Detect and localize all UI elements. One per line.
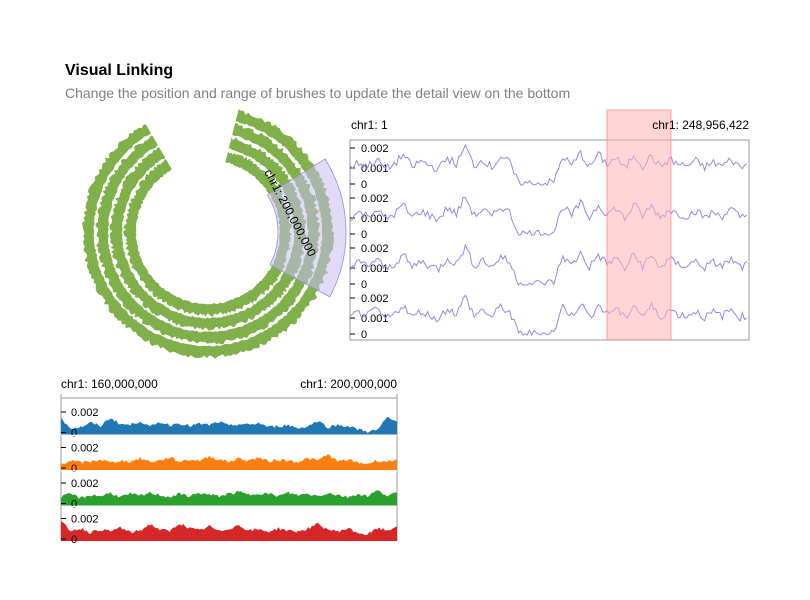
overview-frame — [349, 139, 750, 341]
overview-y-tick-label: 0.002 — [361, 193, 389, 205]
detail-y-tick-label: 0 — [71, 499, 77, 511]
overview-y-tick-label: 0.002 — [361, 293, 389, 305]
overview-y-tick-label: 0.002 — [361, 243, 389, 255]
overview-y-tick-label: 0.002 — [361, 143, 389, 155]
detail-y-tick-label: 0 — [71, 534, 77, 546]
detail-area-4 — [61, 521, 397, 541]
overview-y-tick-label: 0.001 — [361, 313, 389, 325]
detail-y-tick-label: 0 — [71, 463, 77, 475]
detail-rows: 0.002 0 0.002 0 0.002 0 0.002 0 — [61, 407, 397, 546]
page-subtitle: Change the position and range of brushes… — [65, 85, 571, 101]
overview-y-tick-label: 0 — [361, 179, 367, 191]
overview-brush[interactable] — [606, 109, 672, 341]
overview-series-line-3 — [349, 243, 748, 286]
detail-area-2 — [61, 454, 397, 470]
overview-end-label: chr1: 248,956,422 — [652, 118, 749, 132]
detail-end-label: chr1: 200,000,000 — [300, 377, 397, 391]
overview-series-line-2 — [349, 196, 748, 236]
detail-y-tick-label: 0 — [71, 428, 77, 440]
detail-y-tick-label: 0.002 — [71, 407, 99, 419]
detail-area-1 — [61, 416, 397, 435]
detail-start-label: chr1: 160,000,000 — [61, 377, 158, 391]
detail-area-3 — [61, 490, 397, 506]
detail-y-tick-label: 0.002 — [71, 514, 99, 526]
overview-series-line-4 — [349, 294, 748, 337]
detail-y-tick-label: 0.002 — [71, 478, 99, 490]
circular-brush[interactable] — [266, 158, 347, 298]
overview-rows: 0.0020.00100.0020.00100.0020.00100.0020.… — [349, 143, 748, 341]
detail-y-tick-label: 0.002 — [71, 443, 99, 455]
page-title: Visual Linking — [65, 62, 174, 79]
overview-start-label: chr1: 1 — [351, 118, 388, 132]
overview-y-tick-label: 0 — [361, 329, 367, 341]
overview-series-line-1 — [349, 143, 748, 186]
overview-y-tick-label: 0 — [361, 279, 367, 291]
overview-y-tick-label: 0 — [361, 229, 367, 241]
